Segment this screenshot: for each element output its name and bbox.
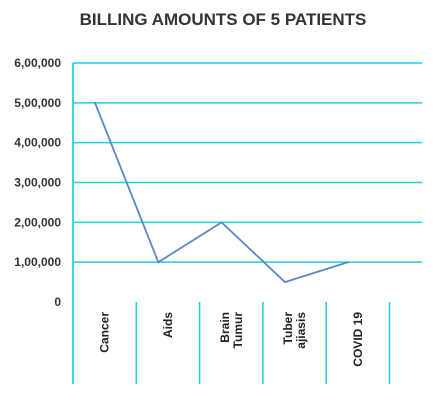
x-tick-label: Cancer	[98, 312, 112, 353]
series-layer	[94, 101, 350, 284]
series-line	[94, 102, 349, 284]
x-tick-label: Brain Tumur	[218, 312, 245, 349]
x-tick-label-line: COVID 19	[351, 312, 365, 367]
x-tick-label-line: Tuber	[281, 312, 295, 345]
data-point	[347, 261, 350, 264]
x-tick-label: Tuber ajiasis	[281, 312, 308, 349]
y-tick-label: 4,00,000	[14, 136, 61, 150]
x-tick-label: COVID 19	[351, 312, 365, 367]
x-tick-label-line: Aids	[161, 312, 175, 338]
x-axis-tick-labels: Cancer Aids Brain Tumur Tuber ajiasis COVID 19	[98, 312, 365, 367]
grid-lines	[72, 62, 422, 384]
y-tick-label: 3,00,000	[14, 176, 61, 190]
data-point	[157, 261, 160, 264]
data-point	[94, 101, 96, 104]
y-tick-label: 5,00,000	[14, 96, 61, 110]
y-tick-label: 6,00,000	[14, 56, 61, 70]
data-point	[284, 281, 286, 283]
x-tick-label-line: Tumur	[231, 312, 245, 349]
x-tick-label-line: Brain	[218, 312, 232, 343]
y-tick-label: 1,00,000	[14, 255, 61, 269]
chart-title: BILLING AMOUNTS OF 5 PATIENTS	[80, 10, 367, 29]
x-tick-label: Aids	[161, 312, 175, 338]
x-tick-label-line: ajiasis	[294, 312, 308, 349]
data-point	[220, 221, 223, 224]
y-tick-label: 2,00,000	[14, 215, 61, 229]
x-tick-label-line: Cancer	[98, 312, 112, 353]
y-tick-label: 0	[54, 295, 61, 309]
y-axis-tick-labels: 0 1,00,000 2,00,000 3,00,000 4,00,000 5,00,00…	[14, 56, 61, 309]
